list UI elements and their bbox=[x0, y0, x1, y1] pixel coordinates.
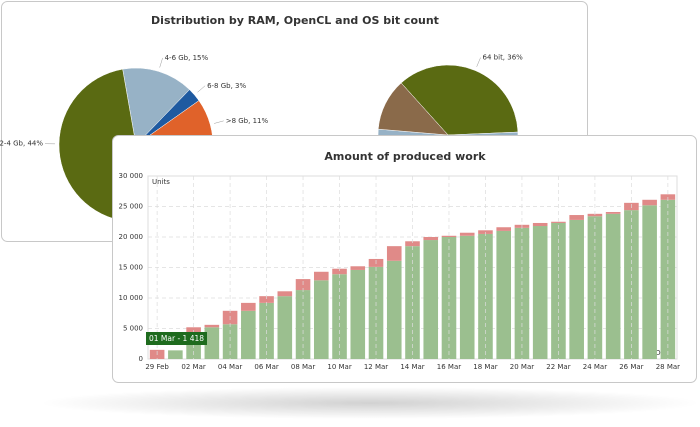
bar-segment bbox=[405, 241, 420, 247]
leader-line bbox=[159, 57, 163, 68]
bar-segment bbox=[313, 271, 329, 281]
bar-segment bbox=[277, 291, 293, 297]
bar-segment bbox=[186, 327, 201, 333]
slice-label: 4-6 Gb, 15% bbox=[165, 54, 209, 62]
bar-segment bbox=[532, 226, 548, 359]
slice-label: 6-8 Gb, 3% bbox=[207, 82, 246, 90]
bar-segment bbox=[241, 310, 256, 359]
bar-segment bbox=[386, 246, 402, 261]
bar-segment bbox=[605, 213, 621, 359]
bar-segment bbox=[514, 227, 530, 359]
tooltip: 01 Mar - 1 418 bbox=[149, 334, 204, 343]
leader-line bbox=[197, 85, 206, 93]
x-tick-label: 02 Mar bbox=[181, 363, 205, 371]
x-tick-label: 20 Mar bbox=[510, 363, 534, 371]
bar-segment bbox=[168, 350, 183, 359]
y-tick-label: 15 000 bbox=[119, 264, 144, 272]
bar-card: Amount of produced work Units Date 05 00… bbox=[112, 135, 697, 383]
shadow bbox=[40, 387, 700, 419]
bar-segment bbox=[569, 219, 584, 359]
bar-segment bbox=[496, 230, 512, 359]
x-tick-label: 06 Mar bbox=[254, 363, 278, 371]
bar-segment bbox=[423, 237, 439, 241]
pie-slice bbox=[400, 64, 519, 136]
bar-segment bbox=[386, 260, 402, 359]
x-tick-label: 24 Mar bbox=[583, 363, 607, 371]
tooltip-box bbox=[146, 332, 207, 345]
x-tick-label: 08 Mar bbox=[291, 363, 315, 371]
bar-segment bbox=[660, 199, 676, 359]
bar-segment bbox=[423, 240, 439, 359]
bar-segment bbox=[642, 199, 657, 206]
x-tick-label: 16 Mar bbox=[437, 363, 461, 371]
x-tick-label: 29 Feb bbox=[145, 363, 169, 371]
pie-slice bbox=[122, 67, 190, 146]
x-tick-label: 10 Mar bbox=[327, 363, 351, 371]
x-tick-label: 22 Mar bbox=[546, 363, 570, 371]
bar-segment bbox=[587, 216, 603, 359]
bar-segment bbox=[204, 327, 220, 359]
bar-segment bbox=[332, 268, 347, 275]
x-tick-label: 12 Mar bbox=[364, 363, 388, 371]
x-tick-label: 18 Mar bbox=[473, 363, 497, 371]
x-tick-label: 26 Mar bbox=[619, 363, 643, 371]
bar-segment bbox=[587, 213, 603, 217]
bar-segment bbox=[441, 235, 457, 237]
slice-label: >8 Gb, 11% bbox=[226, 117, 269, 125]
y-tick-label: 30 000 bbox=[119, 172, 144, 180]
bar-segment bbox=[350, 266, 366, 270]
bar-segment bbox=[241, 302, 256, 311]
slice-label: 2-4 Gb, 44% bbox=[0, 140, 43, 148]
chart-title: Distribution by RAM, OpenCL and OS bit c… bbox=[151, 14, 439, 27]
bar-segment bbox=[551, 221, 566, 223]
chart-title: Amount of produced work bbox=[324, 150, 486, 163]
bar-segment bbox=[496, 227, 512, 231]
bar-segment bbox=[642, 205, 657, 359]
leader-line bbox=[476, 57, 481, 67]
bar-segment bbox=[459, 232, 475, 236]
y-tick-label: 20 000 bbox=[119, 233, 144, 241]
card bbox=[112, 135, 697, 383]
bar-segment bbox=[532, 222, 548, 227]
bar-segment bbox=[605, 211, 621, 214]
slice-label: 64 bit, 36% bbox=[483, 54, 524, 62]
x-tick-label: 28 Mar bbox=[656, 363, 680, 371]
bar-segment bbox=[222, 324, 238, 359]
y-tick-label: 5 000 bbox=[123, 325, 143, 333]
y-tick-label: 25 000 bbox=[119, 203, 144, 211]
bar-segment bbox=[313, 280, 329, 359]
y-axis-label: Units bbox=[152, 178, 170, 186]
bar-segment bbox=[204, 324, 220, 328]
bar-segment bbox=[350, 269, 366, 359]
bar-segment bbox=[459, 235, 475, 359]
x-tick-label: 04 Mar bbox=[218, 363, 242, 371]
leader-line bbox=[214, 120, 224, 124]
bar-segment bbox=[277, 296, 293, 359]
bar-segment bbox=[259, 296, 274, 303]
y-tick-label: 10 000 bbox=[119, 294, 144, 302]
pie-slice bbox=[377, 82, 449, 136]
y-tick-label: 0 bbox=[139, 355, 143, 363]
bar-segment bbox=[569, 215, 584, 220]
x-tick-label: 14 Mar bbox=[400, 363, 424, 371]
